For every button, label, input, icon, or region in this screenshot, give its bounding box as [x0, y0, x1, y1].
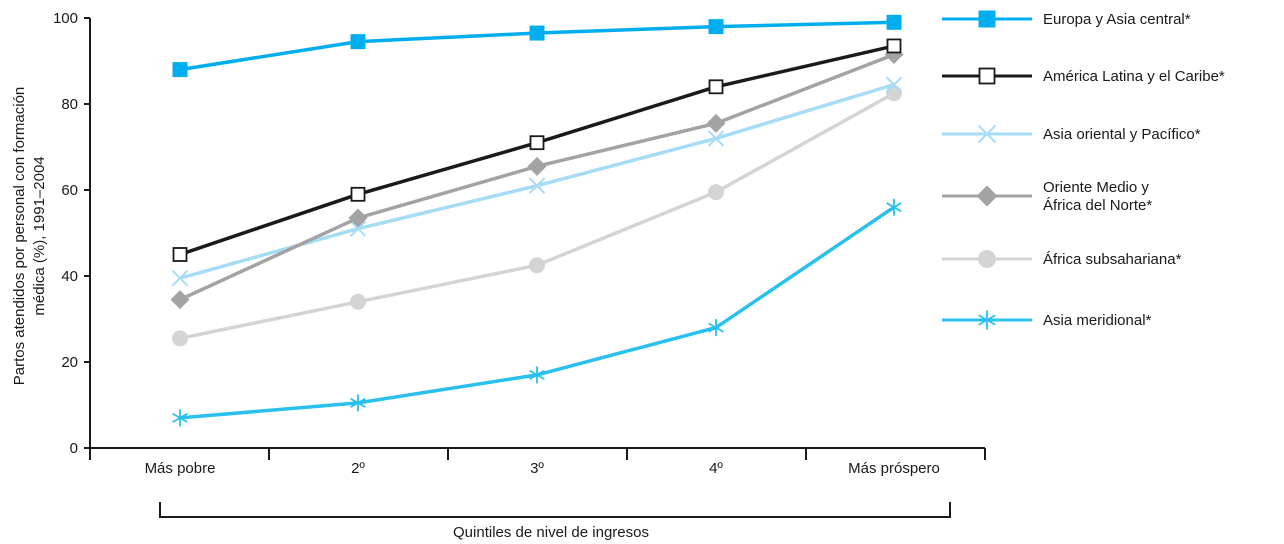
legend-label: Oriente Medio y — [1043, 179, 1149, 196]
y-tick-label: 0 — [70, 440, 78, 457]
data-point — [172, 330, 188, 347]
series-6 — [172, 198, 902, 427]
series-5 — [172, 85, 902, 347]
x-axis-title: Quintiles de nivel de ingresos — [453, 524, 649, 541]
data-point — [529, 25, 545, 41]
y-axis-title-line-1: Partos atendidos por personal con formac… — [11, 87, 28, 386]
data-point — [708, 79, 724, 95]
series-line — [179, 44, 895, 257]
legend-item: Asia meridional* — [942, 310, 1152, 330]
data-point — [706, 113, 726, 133]
data-point — [708, 184, 724, 201]
legend-marker — [978, 67, 996, 85]
x-tick-label: Más próspero — [848, 460, 940, 477]
legend: Europa y Asia central* América Latina y e… — [942, 10, 1225, 330]
x-tick-label: 2º — [351, 460, 365, 477]
data-point — [349, 220, 367, 237]
x-axis-group-bracket — [159, 502, 951, 518]
series-layer — [170, 14, 904, 427]
legend-item: Asia oriental y Pacífico* — [942, 124, 1201, 144]
data-point — [886, 14, 902, 30]
data-point — [172, 409, 188, 427]
data-point — [528, 177, 546, 194]
data-point — [350, 394, 366, 412]
data-point — [172, 62, 188, 78]
x-tick-label: 3º — [530, 460, 544, 477]
legend-marker — [976, 185, 998, 207]
legend-item: Europa y Asia central* — [942, 10, 1191, 28]
series-line — [179, 205, 895, 420]
legend-label: Asia oriental y Pacífico* — [1043, 126, 1201, 143]
legend-marker — [977, 124, 997, 144]
legend-marker — [978, 250, 996, 268]
y-tick-label: 60 — [61, 182, 78, 199]
data-point — [708, 319, 724, 337]
data-point — [527, 156, 547, 176]
series-2 — [172, 38, 902, 262]
y-tick-label: 100 — [53, 10, 78, 27]
axes: 0 20 40 60 80 100 Más pobre 2º 3º 4º Más próspero — [53, 10, 986, 477]
y-tick-label: 80 — [61, 96, 78, 113]
x-tick-label: 4º — [709, 460, 723, 477]
legend-label: África subsahariana* — [1043, 251, 1182, 268]
legend-marker — [978, 310, 996, 330]
y-tick-label: 20 — [61, 354, 78, 371]
data-point — [707, 130, 725, 147]
data-point — [171, 269, 189, 287]
y-axis-title-line-2: médica (%), 1991–2004 — [31, 156, 48, 315]
data-point — [529, 366, 545, 384]
data-point — [350, 34, 366, 50]
series-1 — [172, 14, 902, 78]
data-point — [350, 293, 366, 310]
data-point — [350, 186, 366, 202]
legend-label: América Latina y el Caribe* — [1043, 68, 1225, 85]
data-point — [708, 19, 724, 35]
legend-label: Asia meridional* — [1043, 312, 1152, 329]
y-axis-title: Partos atendidos por personal con formac… — [11, 87, 48, 386]
data-point — [529, 257, 545, 274]
legend-label: África del Norte* — [1043, 197, 1152, 214]
data-point — [886, 198, 902, 216]
data-point — [886, 38, 902, 54]
data-point — [529, 135, 545, 151]
legend-item: América Latina y el Caribe* — [942, 67, 1225, 85]
data-point — [348, 208, 368, 228]
y-tick-label: 40 — [61, 268, 78, 285]
legend-item: África subsahariana* — [942, 250, 1182, 268]
x-tick-label: Más pobre — [145, 460, 216, 477]
legend-marker — [978, 10, 996, 28]
data-point — [885, 76, 903, 93]
data-point — [172, 247, 188, 262]
data-point — [170, 290, 190, 310]
series-line — [179, 91, 895, 341]
legend-label: Europa y Asia central* — [1043, 11, 1191, 28]
series-4 — [170, 45, 904, 310]
